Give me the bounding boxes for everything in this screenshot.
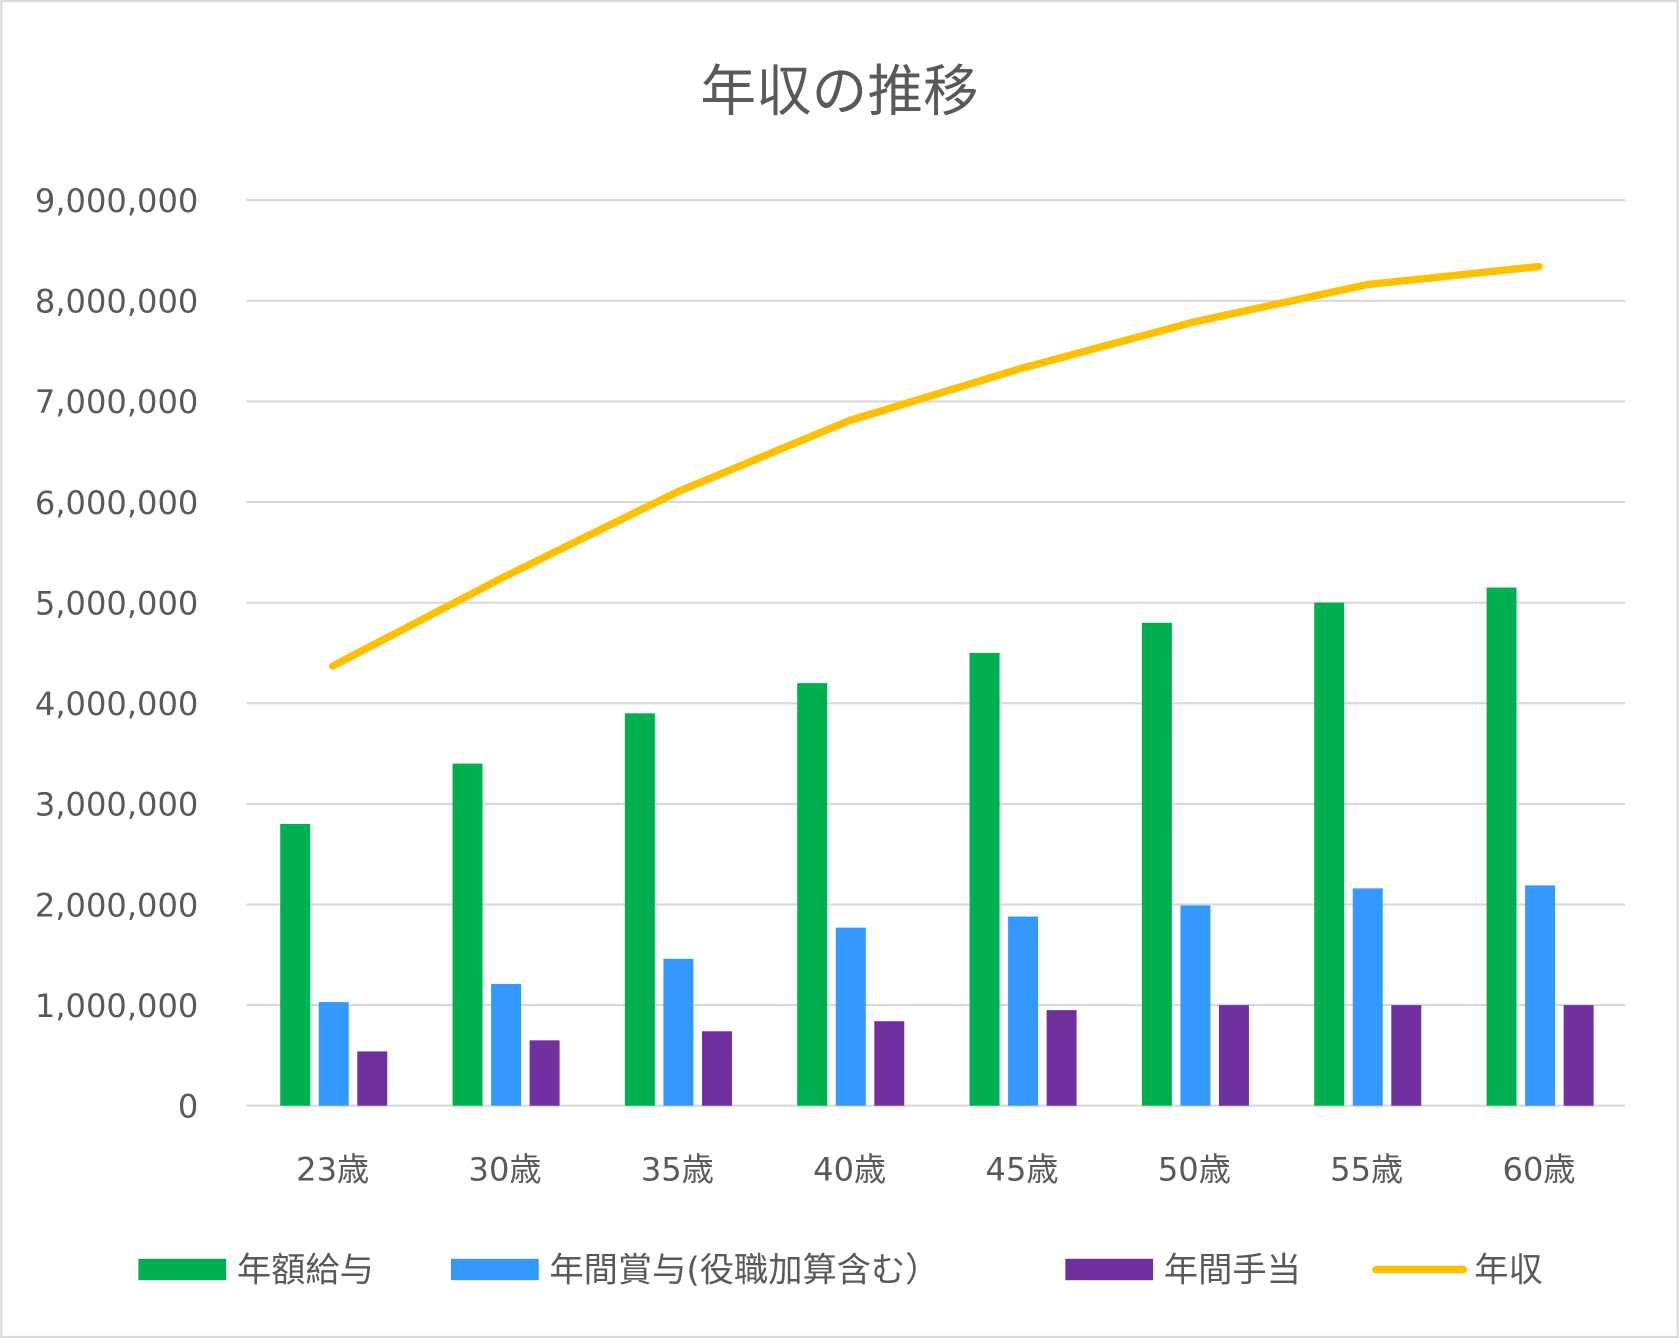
- x-tick-label: 55歳: [1330, 1151, 1403, 1189]
- bar-年間手当-35歳: [701, 1031, 732, 1106]
- bar-年間手当-60歳: [1563, 1005, 1594, 1106]
- legend-swatch: [138, 1258, 227, 1281]
- x-tick-label: 40歳: [813, 1151, 886, 1189]
- legend-swatch: [1065, 1258, 1154, 1281]
- bar-年額給与-45歳: [969, 652, 1000, 1106]
- bar-年間賞与(役職加算含む）-60歳: [1525, 885, 1556, 1106]
- x-tick-label: 50歳: [1158, 1151, 1231, 1189]
- legend-label: 年収: [1474, 1250, 1543, 1290]
- x-tick-label: 60歳: [1503, 1151, 1576, 1189]
- y-tick-label: 6,000,000: [35, 484, 198, 522]
- bar-年間賞与(役職加算含む）-35歳: [663, 958, 694, 1106]
- y-tick-label: 0: [178, 1087, 198, 1125]
- bar-年間賞与(役職加算含む）-40歳: [835, 927, 866, 1106]
- y-tick-label: 3,000,000: [35, 786, 198, 824]
- bar-年額給与-60歳: [1486, 587, 1517, 1106]
- bar-年間賞与(役職加算含む）-55歳: [1352, 888, 1383, 1106]
- chart-title: 年収の推移: [700, 59, 978, 124]
- bar-年間手当-45歳: [1046, 1010, 1077, 1106]
- bar-年間賞与(役職加算含む）-45歳: [1008, 916, 1039, 1106]
- bar-年額給与-50歳: [1141, 622, 1172, 1106]
- bar-年間手当-30歳: [529, 1040, 560, 1106]
- legend-label: 年額給与: [237, 1250, 374, 1290]
- bar-年間賞与(役職加算含む）-30歳: [491, 983, 522, 1106]
- bar-年額給与-35歳: [624, 713, 655, 1106]
- legend-label: 年間手当: [1164, 1250, 1301, 1290]
- bar-年額給与-40歳: [797, 683, 828, 1106]
- legend-label: 年間賞与(役職加算含む）: [549, 1250, 939, 1290]
- y-tick-label: 2,000,000: [35, 886, 198, 924]
- x-tick-label: 35歳: [641, 1151, 714, 1189]
- x-tick-label: 45歳: [986, 1151, 1059, 1189]
- y-tick-label: 4,000,000: [35, 685, 198, 723]
- y-tick-label: 9,000,000: [35, 182, 198, 220]
- bar-年間手当-40歳: [874, 1021, 905, 1106]
- line-series-annual-income: [328, 262, 1543, 670]
- bar-年間手当-55歳: [1391, 1005, 1422, 1106]
- bar-年額給与-30歳: [452, 763, 483, 1106]
- bar-年額給与-23歳: [280, 823, 311, 1106]
- y-tick-label: 1,000,000: [35, 987, 198, 1025]
- bar-年間賞与(役職加算含む）-23歳: [318, 1002, 349, 1106]
- bar-年間手当-23歳: [357, 1051, 388, 1106]
- bar-年間賞与(役職加算含む）-50歳: [1180, 905, 1211, 1106]
- legend-swatch: [450, 1258, 539, 1281]
- x-tick-label: 23歳: [296, 1151, 369, 1189]
- y-tick-label: 7,000,000: [35, 383, 198, 421]
- x-tick-label: 30歳: [469, 1151, 542, 1189]
- bar-年額給与-55歳: [1314, 602, 1345, 1106]
- y-tick-label: 8,000,000: [35, 283, 198, 321]
- bar-年間手当-50歳: [1218, 1005, 1249, 1106]
- y-tick-label: 5,000,000: [35, 584, 198, 622]
